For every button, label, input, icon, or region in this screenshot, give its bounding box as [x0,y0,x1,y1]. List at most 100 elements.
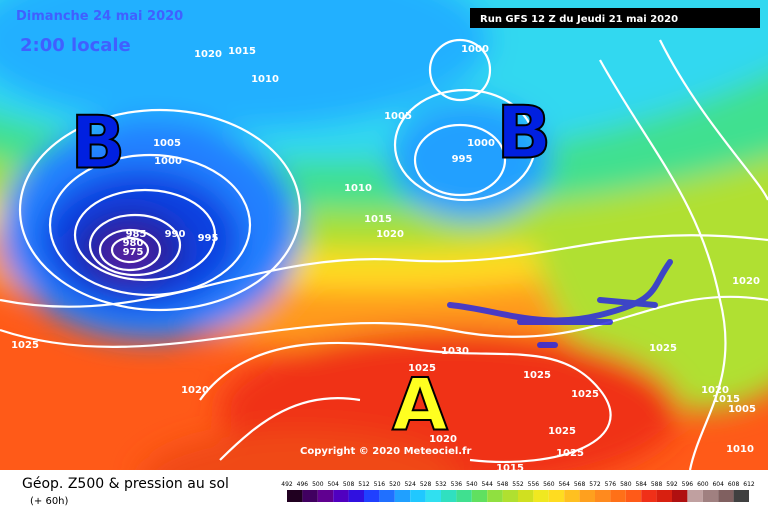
scale-swatch [548,490,565,502]
run-box [470,8,760,28]
scale-swatch [595,490,611,502]
scale-label: 536 [451,481,463,488]
isobar-label: 1020 [376,229,404,240]
high-pressure: A [392,363,448,447]
scale-label: 508 [343,481,355,488]
scale-label: 532 [435,481,447,488]
scale-label: 572 [589,481,601,488]
isobar-label: 1015 [364,214,392,225]
scale-label: 568 [574,481,586,488]
isobar-label: 1015 [712,394,740,405]
isobar-label: 1020 [701,385,729,396]
scale-label: 604 [712,481,724,488]
isobar-label: 1025 [649,343,677,354]
scale-swatch [333,490,349,502]
scale-swatch [317,490,334,502]
scale-label: 608 [728,481,740,488]
scale-swatch [394,490,411,502]
scale-swatch [471,490,488,502]
isobar-label: 995 [198,233,219,244]
scale-swatch [410,490,426,502]
scale-swatch [502,490,518,502]
scale-label: 496 [297,481,309,488]
scale-label: 552 [512,481,524,488]
scale-label: 512 [358,481,370,488]
scale-swatch [379,490,395,502]
scale-swatch [364,490,380,502]
scale-swatch [425,490,441,502]
scale-label: 520 [389,481,401,488]
scale-label: 516 [374,481,386,488]
scale-swatch [687,490,703,502]
isobar-label: 1030 [441,346,469,357]
isobar-label: 980 [123,238,144,249]
scale-label: 560 [543,481,555,488]
scale-swatch [487,490,503,502]
scale-swatch [441,490,457,502]
scale-label: 588 [651,481,663,488]
isobar-label: 1005 [728,404,756,415]
isobar-label: 1010 [344,183,372,194]
scale-swatch [533,490,549,502]
low-pressure: B [497,91,552,175]
run-info: Run GFS 12 Z du Jeudi 21 mai 2020 [480,14,678,25]
scale-swatch [641,490,657,502]
scale-label: 596 [682,481,694,488]
isobar-label: 1010 [726,444,754,455]
forecast-lead: (+ 60h) [30,496,69,507]
scale-swatch [287,490,303,502]
isobar-label: 1025 [523,370,551,381]
isobar-label: 1010 [251,74,279,85]
scale-swatch [564,490,580,502]
scale-swatch [656,490,672,502]
scale-label: 544 [481,481,493,488]
scale-swatch [702,490,719,502]
isobar-label: 995 [452,154,473,165]
scale-swatch [718,490,734,502]
scale-swatch [518,490,534,502]
copyright: Copyright © 2020 Meteociel.fr [300,446,471,457]
scale-label: 592 [666,481,678,488]
isobar-label: 1015 [496,463,524,474]
isobar-label: 1025 [11,340,39,351]
scale-swatch [625,490,642,502]
scale-label: 600 [697,481,709,488]
isobar-label: 1025 [548,426,576,437]
scale-label: 524 [404,481,416,488]
scale-label: 612 [743,481,755,488]
isobar-label: 1020 [732,276,760,287]
isobar-label: 1015 [228,46,256,57]
isobar-label: 990 [165,229,186,240]
isobar-label: 1020 [181,385,209,396]
scale-label: 564 [558,481,570,488]
scale-label: 500 [312,481,324,488]
scale-swatch [456,490,472,502]
isobar-label: 1005 [153,138,181,149]
scale-label: 584 [635,481,647,488]
isobar-label: 1020 [429,434,457,445]
scale-swatch [610,490,626,502]
scale-swatch [579,490,595,502]
isobar-label: 1005 [384,111,412,122]
isobar-label: 975 [123,247,144,258]
local-time: 2:00 locale [20,35,131,56]
footer-title: Géop. Z500 & pression au sol [22,476,229,492]
isobar-label: 1025 [408,363,436,374]
scale-swatch [733,490,749,502]
scale-label: 492 [281,481,293,488]
scale-label: 548 [497,481,509,488]
scale-label: 556 [528,481,540,488]
isobar-label: 1020 [194,49,222,60]
isobar-label: 1025 [571,389,599,400]
scale-label: 576 [605,481,617,488]
scale-label: 528 [420,481,432,488]
scale-swatch [348,490,364,502]
isobar-label: 1000 [154,156,182,167]
scale-swatch [672,490,688,502]
scale-label: 504 [327,481,339,488]
isobar-label: 1025 [556,448,584,459]
isobar-label: 1000 [461,44,489,55]
isobar-label: 1000 [467,138,495,149]
